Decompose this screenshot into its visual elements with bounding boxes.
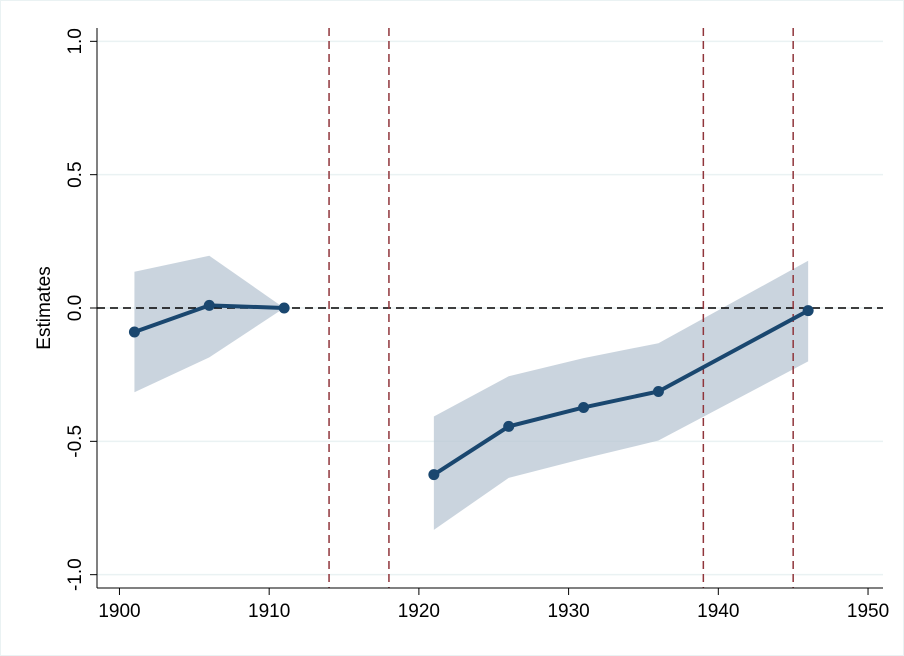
point — [802, 305, 814, 317]
y-tick-label: -0.5 — [65, 425, 86, 458]
x-tick-label: 1900 — [98, 601, 140, 622]
confidence-band — [134, 255, 285, 393]
point — [578, 401, 590, 413]
y-tick-label: 0.5 — [65, 161, 86, 187]
point — [428, 469, 440, 481]
x-tick-label: 1910 — [248, 601, 290, 622]
point — [278, 302, 290, 314]
y-tick-label: -1.0 — [65, 558, 86, 591]
x-tick-label: 1930 — [547, 601, 589, 622]
y-tick-label: 0.0 — [65, 295, 86, 321]
point — [128, 326, 140, 338]
point — [652, 385, 664, 397]
x-tick-label: 1940 — [697, 601, 739, 622]
x-tick-label: 1920 — [398, 601, 440, 622]
confidence-band — [433, 260, 809, 530]
point — [203, 299, 215, 311]
y-axis-title: Estimates — [34, 266, 55, 349]
y-tick-label: 1.0 — [65, 28, 86, 54]
point — [503, 420, 515, 432]
x-tick-label: 1950 — [847, 601, 889, 622]
